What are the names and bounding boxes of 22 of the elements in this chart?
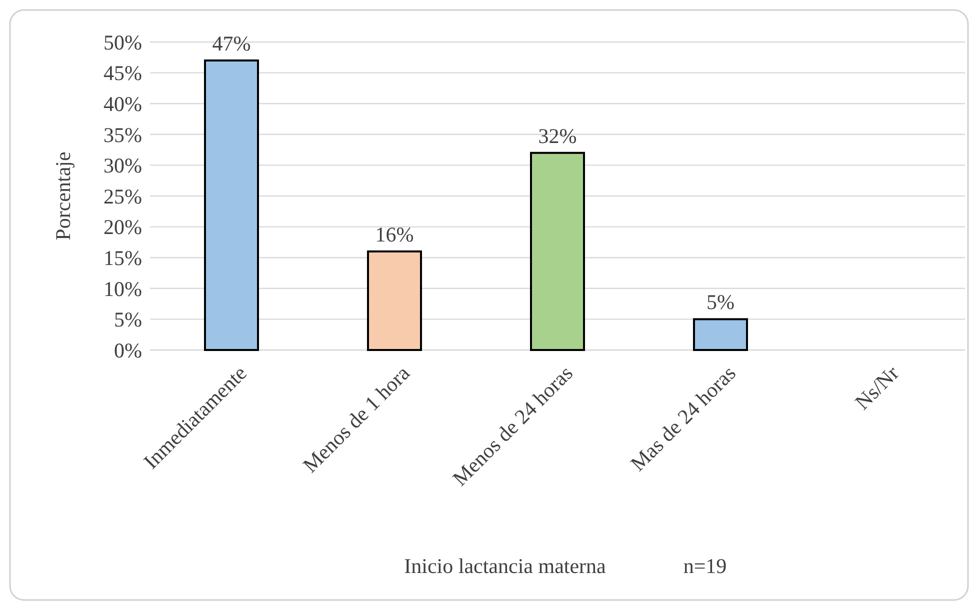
y-tick-label: 0% — [114, 338, 142, 362]
y-tick-label: 40% — [104, 92, 142, 116]
bar — [693, 318, 748, 351]
bar — [204, 59, 259, 351]
bar — [367, 250, 422, 351]
bar — [530, 152, 585, 351]
y-tick-label: 30% — [104, 154, 142, 178]
y-tick-label: 15% — [104, 246, 142, 270]
data-label: 32% — [538, 124, 577, 148]
data-label: 16% — [375, 222, 414, 246]
y-tick-label: 50% — [104, 30, 142, 54]
y-tick-label: 45% — [104, 61, 142, 86]
text: n=19 — [683, 554, 727, 578]
y-tick-label: 10% — [104, 276, 142, 301]
y-tick-label: 25% — [104, 184, 142, 208]
data-label: 5% — [706, 290, 734, 314]
y-axis-title: Porcentaje — [51, 152, 75, 240]
y-tick-label: 20% — [104, 215, 142, 240]
data-label: 47% — [212, 31, 251, 56]
y-tick-label: 5% — [114, 308, 142, 332]
x-axis-title: Inicio lactancia materna — [404, 554, 607, 578]
y-tick-label: 35% — [104, 122, 142, 147]
